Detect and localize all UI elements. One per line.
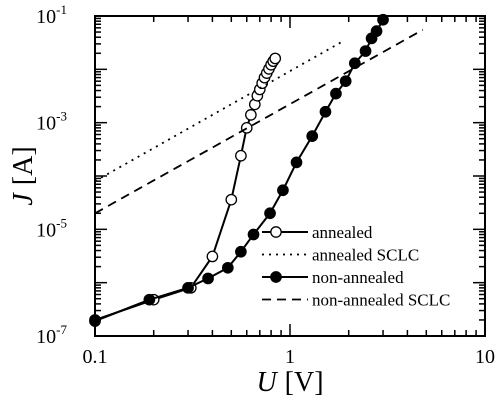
data-point	[89, 315, 101, 327]
data-point	[143, 293, 156, 306]
y-tick-base: 10	[36, 326, 56, 348]
axis-ticks	[94, 16, 485, 337]
x-tick-label: 0.1	[83, 346, 108, 368]
legend: annealed annealed SCLC non-annealed non-ann…	[262, 223, 450, 310]
y-tick-base: 10	[36, 113, 56, 135]
series-non-annealed	[89, 13, 389, 327]
data-point	[319, 105, 332, 118]
y-axis-label: J [A]	[8, 146, 39, 205]
y-tick-exponent: -7	[56, 322, 67, 337]
axis-labels: U [V] J [A]	[8, 146, 324, 396]
series	[89, 13, 424, 327]
series-annealed-SCLC	[94, 40, 343, 182]
y-tick-exponent: -3	[56, 109, 67, 124]
legend-swatch-marker	[270, 271, 282, 283]
data-point	[235, 149, 247, 162]
y-tick-exponent: -5	[56, 215, 67, 230]
data-point	[330, 87, 342, 100]
y-tick-label: 10-7	[36, 322, 67, 348]
legend-item: non-annealed	[262, 268, 404, 287]
legend-label: non-annealed SCLC	[312, 291, 450, 310]
data-point	[240, 121, 253, 134]
data-point	[269, 52, 282, 65]
series-line	[94, 57, 277, 321]
x-tick-label: 1	[285, 346, 295, 368]
data-point	[225, 193, 238, 206]
data-point	[306, 130, 319, 142]
series-non-annealed-SCLC	[94, 29, 424, 215]
y-tick-label: 10-5	[36, 215, 67, 241]
legend-item: non-annealed SCLC	[262, 291, 450, 310]
data-point	[247, 228, 260, 241]
data-point	[264, 207, 276, 220]
legend-label: annealed SCLC	[312, 246, 419, 265]
y-tick-label: 10-1	[36, 2, 67, 28]
x-axis-label: U [V]	[256, 367, 323, 396]
data-point	[377, 13, 389, 26]
data-point	[245, 109, 257, 121]
data-point	[221, 261, 234, 274]
data-point	[277, 184, 289, 197]
legend-item: annealed	[262, 223, 373, 242]
y-tick-exponent: -1	[56, 2, 67, 17]
data-point	[182, 281, 194, 294]
data-point	[359, 45, 372, 57]
data-point	[235, 245, 247, 258]
x-axis-unit: [V]	[285, 367, 324, 396]
y-axis-variable: J	[8, 192, 39, 206]
series-line	[94, 29, 424, 215]
legend-label: annealed	[312, 223, 373, 242]
y-tick-label: 10-3	[36, 109, 67, 135]
data-point	[206, 250, 219, 263]
data-point	[290, 156, 303, 169]
data-point	[370, 25, 383, 37]
legend-label: non-annealed	[312, 268, 404, 287]
series-line	[94, 40, 343, 182]
x-axis-variable: U	[256, 367, 278, 396]
y-tick-base: 10	[36, 6, 56, 28]
x-tick-label: 10	[475, 346, 495, 368]
y-axis-unit: [A]	[8, 146, 39, 185]
data-point	[348, 57, 361, 70]
data-point	[202, 272, 214, 285]
legend-swatch-marker	[270, 226, 282, 238]
data-point	[339, 75, 352, 88]
y-tick-base: 10	[36, 219, 56, 241]
legend-item: annealed SCLC	[262, 246, 419, 265]
